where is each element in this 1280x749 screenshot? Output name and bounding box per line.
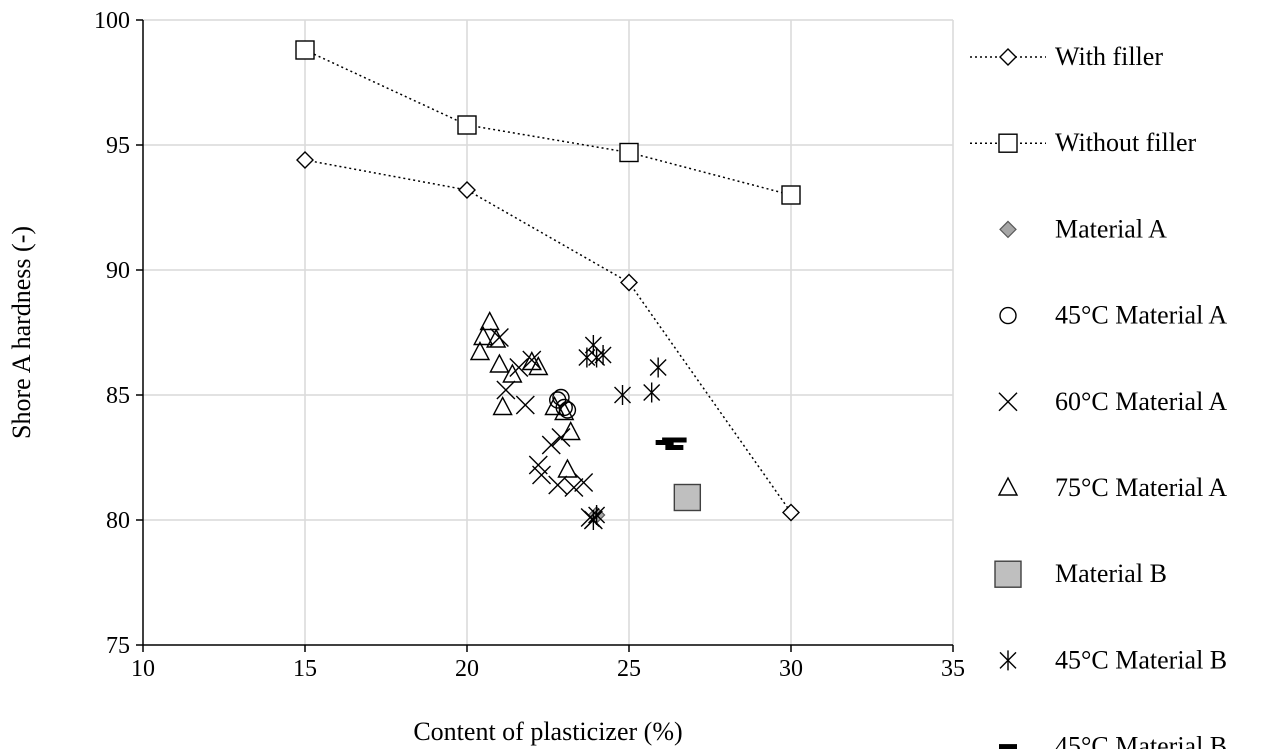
legend-label: 45°C Material A [1055,301,1227,330]
data-point [557,458,578,478]
data-point [560,421,581,441]
legend-label: 45°C Material B [1055,645,1227,674]
grid-layer [143,19,954,645]
series-8 [655,437,687,450]
y-tick-label: 85 [106,383,130,409]
data-point [551,428,571,447]
data-point [564,478,584,497]
x-axis-title: Content of plasticizer (%) [413,717,682,746]
data-point [584,510,602,530]
data-point [496,380,516,400]
data-point [489,353,510,373]
data-point [502,363,523,383]
data-point [673,483,702,512]
legend-marker [999,48,1017,66]
x-tick-label: 20 [455,656,479,682]
y-tick-label: 90 [106,258,130,284]
data-point [643,382,661,403]
data-point [619,142,639,163]
legend-item: 60°C Material A [998,387,1227,416]
data-point [528,455,548,475]
series-5 [469,311,581,478]
x-tick-label: 35 [941,656,965,682]
axes-layer: 10 15 20 25 30 35 75 80 85 90 95 100 [94,8,965,682]
y-axis-title: Shore A hardness (-) [7,226,36,439]
data-point [782,503,800,522]
series-7 [578,335,667,530]
data-point [594,345,612,365]
series-layer [295,40,801,530]
legend-label: With filler [1055,42,1163,71]
data-point [515,395,535,415]
legend-item: 45°C Material B [999,645,1227,674]
legend-marker [998,392,1018,412]
data-point [665,445,684,450]
legend-item: 45°C Material A [999,301,1227,330]
x-tick-label: 30 [779,656,803,682]
data-point [584,335,602,355]
legend-label: 60°C Material A [1055,387,1227,416]
x-tick-label: 15 [293,656,317,682]
data-point [649,357,667,378]
data-point [548,475,568,495]
legend-marker [999,650,1017,671]
legend-label: Material A [1055,214,1167,243]
x-tick-label: 10 [131,656,155,682]
data-point [457,115,477,135]
data-point [781,185,801,205]
series-1 [295,40,801,205]
data-point [614,385,632,405]
data-point [588,505,606,525]
x-tick-label: 25 [617,656,641,682]
legend-item: With filler [970,42,1163,71]
data-point [473,326,494,346]
y-tick-label: 100 [94,8,130,34]
legend-label: Material B [1055,559,1167,588]
data-point [522,350,542,370]
data-point [492,396,513,416]
legend-layer: With filler Without filler Material A 45°C … [970,42,1227,749]
legend-marker [997,476,1019,496]
data-point [528,356,549,376]
data-point [509,358,529,377]
legend-marker [998,133,1018,153]
data-point [296,151,314,169]
legend-marker [999,220,1017,239]
data-point [552,388,570,407]
data-point [554,401,575,421]
legend-item: 45°C Material B [999,732,1227,749]
legend-item: Material A [999,214,1167,243]
legend-label: 45°C Material B [1055,732,1227,749]
series-0 [296,151,800,522]
legend-item: Material B [994,559,1167,588]
y-tick-label: 95 [106,133,130,159]
y-tick-label: 75 [106,633,130,659]
data-point [544,396,565,416]
series-6 [673,483,702,512]
data-point [668,437,687,443]
legend-marker [999,306,1017,325]
data-point [458,181,476,199]
series-line [304,49,792,196]
data-point [479,311,500,331]
data-point [485,328,507,348]
data-point [588,347,606,368]
y-tick-label: 80 [106,508,130,534]
legend-marker [994,560,1022,588]
legend-item: 75°C Material A [997,473,1227,502]
data-point [555,398,573,417]
legend-label: 75°C Material A [1055,473,1227,502]
data-point [295,40,315,60]
legend-item: Without filler [970,128,1197,157]
series-line [304,159,792,513]
data-point [469,341,491,361]
legend-marker [999,744,1017,749]
data-point [532,465,552,485]
data-point [620,273,638,292]
data-point [541,435,561,455]
legend-label: Without filler [1055,128,1197,157]
data-point [574,473,594,492]
